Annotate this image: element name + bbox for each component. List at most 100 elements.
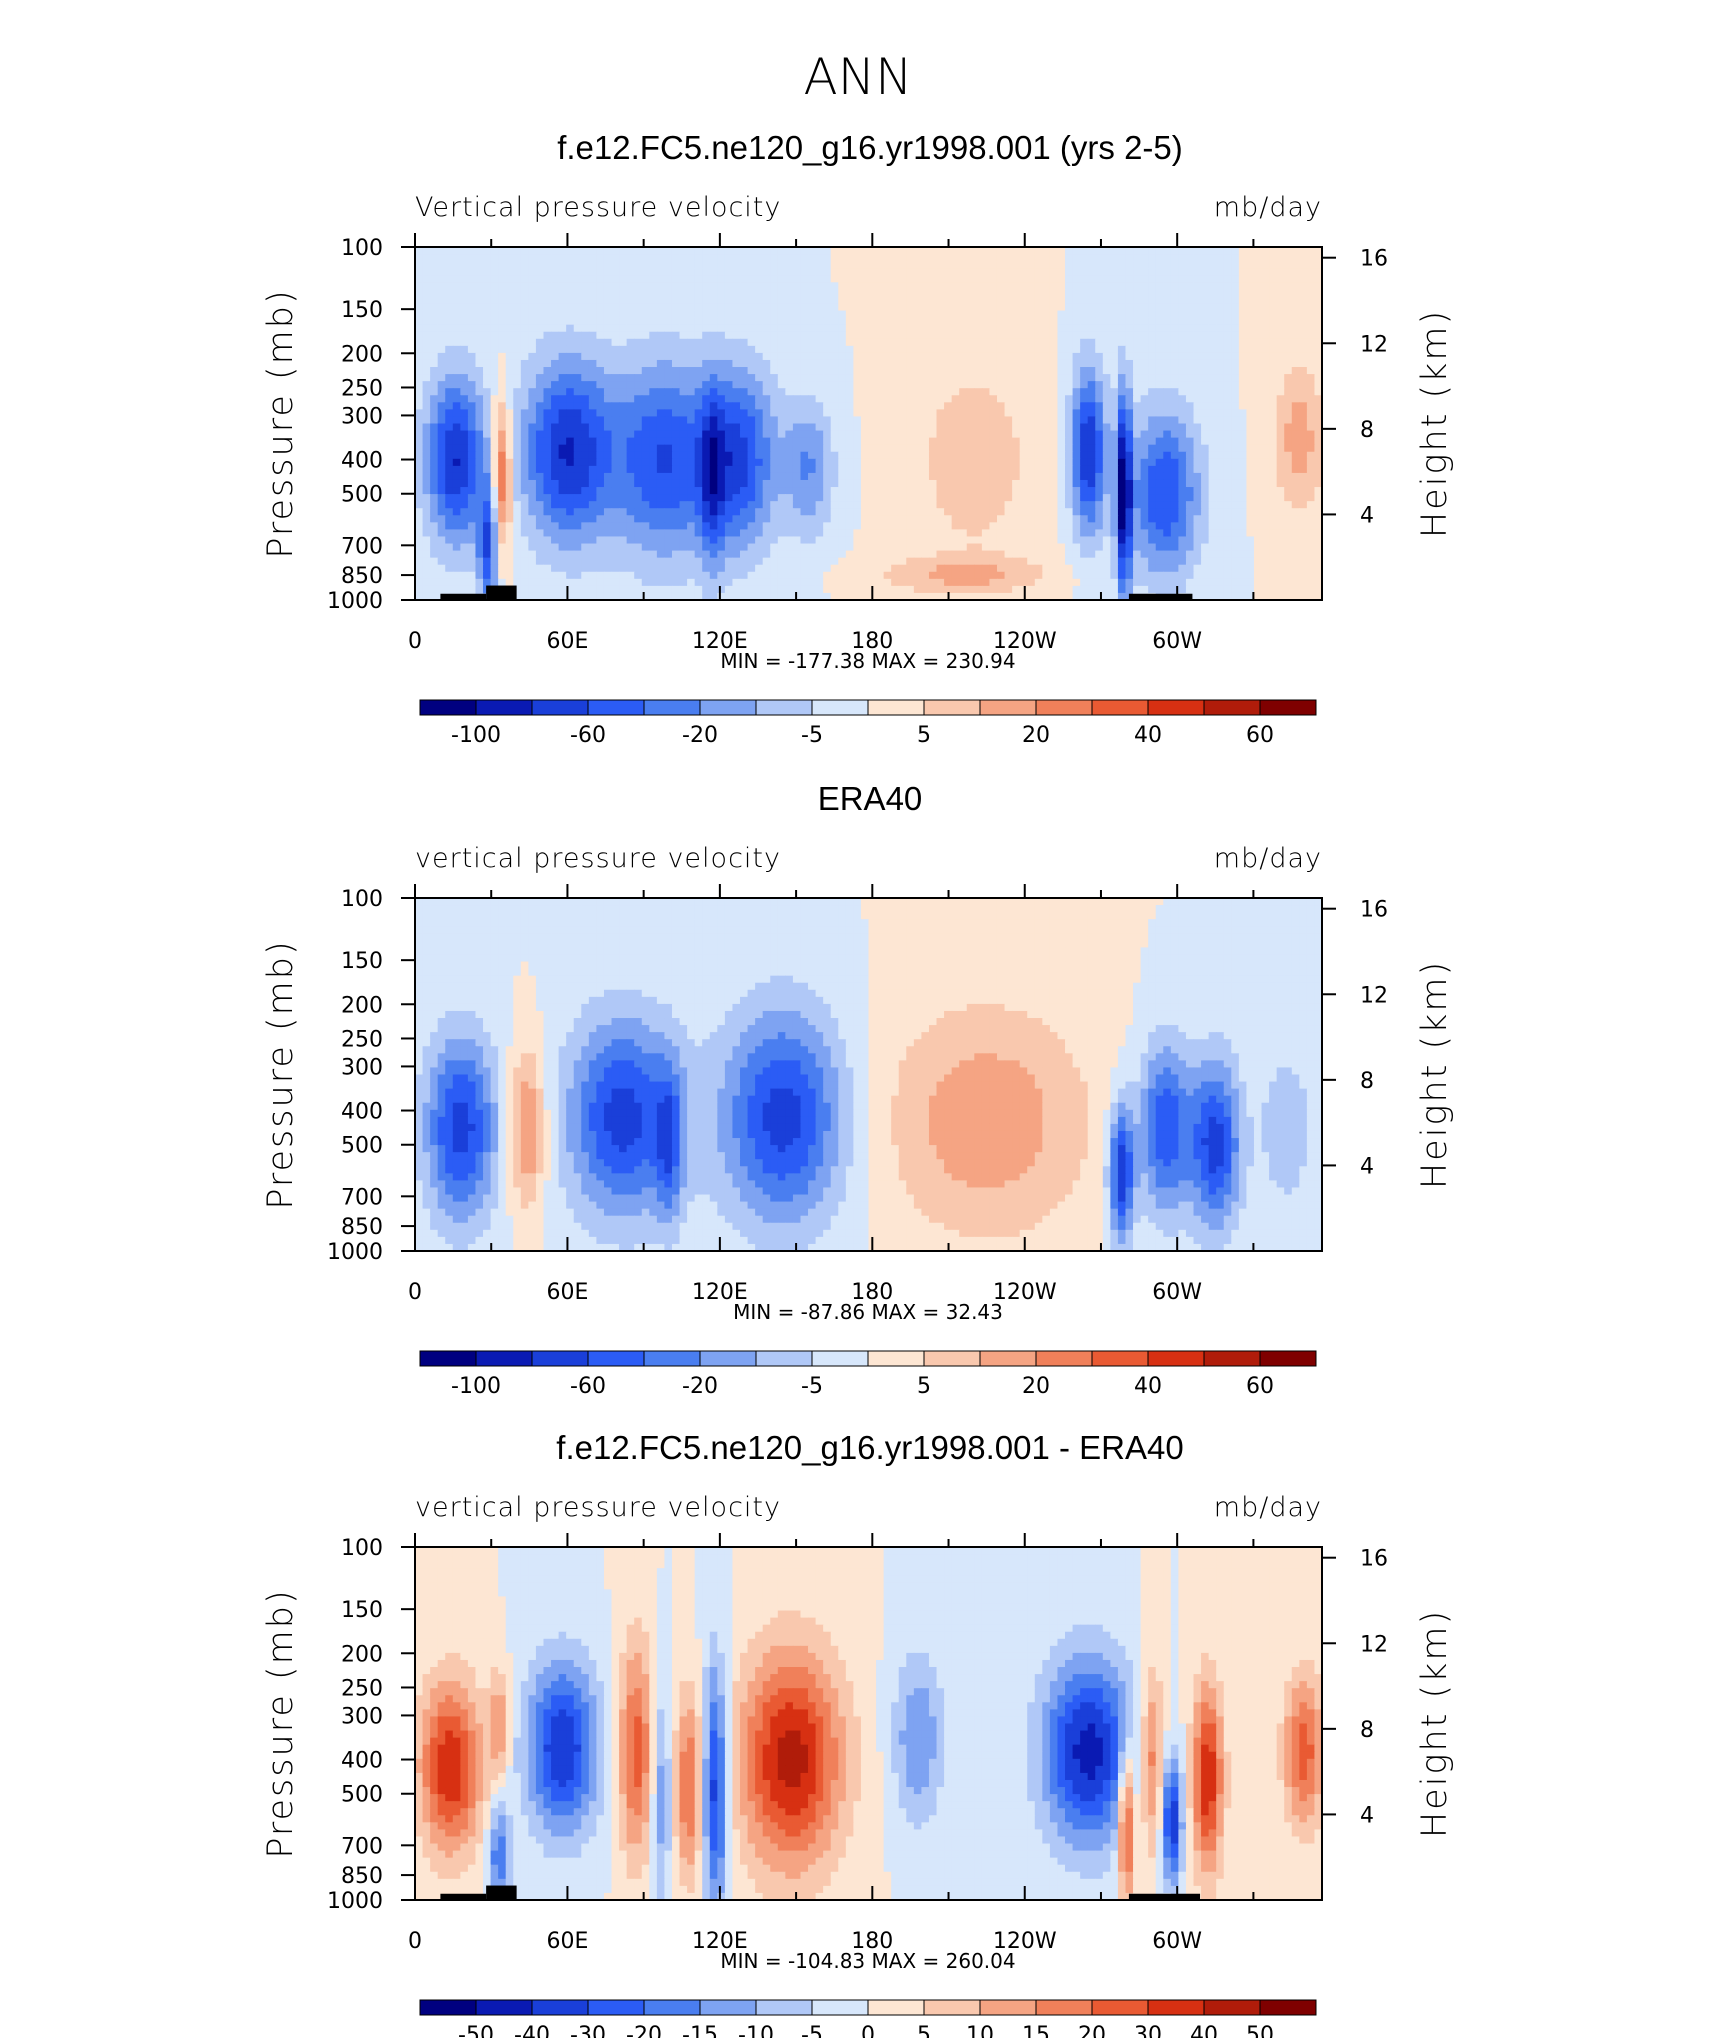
field-cell xyxy=(1223,303,1232,312)
field-cell xyxy=(1238,416,1248,425)
field-cell xyxy=(445,247,454,255)
field-cell xyxy=(566,395,575,403)
field-cell xyxy=(981,282,991,290)
field-cell xyxy=(944,458,953,467)
field-cell xyxy=(422,536,431,545)
field-cell xyxy=(913,388,923,396)
field-cell xyxy=(1299,479,1308,488)
field-cell xyxy=(717,501,726,509)
field-cell xyxy=(762,479,771,488)
field-cell xyxy=(634,310,643,319)
field-cell xyxy=(528,465,537,474)
field-cell xyxy=(483,536,492,545)
field-cell xyxy=(1261,465,1270,474)
field-cell xyxy=(1284,472,1293,481)
field-cell xyxy=(944,282,953,290)
field-cell xyxy=(1133,402,1142,410)
field-cell xyxy=(1253,388,1263,396)
field-cell xyxy=(505,508,514,516)
field-cell xyxy=(762,487,771,495)
field-cell xyxy=(785,522,794,530)
field-cell xyxy=(581,303,590,312)
main-title: ANN xyxy=(803,48,912,106)
field-cell xyxy=(1291,261,1300,269)
field-cell xyxy=(800,331,809,340)
field-cell xyxy=(944,338,953,347)
field-cell xyxy=(853,310,862,319)
field-cell xyxy=(445,310,454,319)
field-cell xyxy=(1080,430,1089,439)
field-cell xyxy=(430,296,439,305)
field-cell xyxy=(513,381,522,389)
field-cell xyxy=(800,247,809,255)
field-cell xyxy=(543,444,552,453)
field-cell xyxy=(1057,388,1066,396)
field-cell xyxy=(732,444,741,453)
field-cell xyxy=(1087,289,1096,298)
field-cell xyxy=(724,317,734,326)
field-cell xyxy=(936,381,945,389)
field-cell xyxy=(1193,494,1202,502)
field-cell xyxy=(1178,352,1187,361)
field-cell xyxy=(1133,254,1142,262)
field-cell xyxy=(777,508,786,516)
field-cell xyxy=(921,367,930,375)
field-cell xyxy=(1299,437,1308,446)
field-cell xyxy=(437,458,446,467)
field-cell xyxy=(1261,324,1270,333)
field-cell xyxy=(1178,296,1187,305)
field-cell xyxy=(513,367,522,375)
field-cell xyxy=(1110,416,1119,425)
field-cell xyxy=(528,402,537,410)
field-cell xyxy=(906,402,915,410)
field-cell xyxy=(755,261,764,269)
field-cell xyxy=(596,444,605,453)
field-cell xyxy=(709,430,718,439)
field-cell xyxy=(838,268,847,276)
field-cell xyxy=(566,282,575,290)
field-cell xyxy=(1087,416,1096,425)
field-cell xyxy=(460,444,469,453)
field-cell xyxy=(702,444,711,453)
field-cell xyxy=(808,345,817,354)
field-cell xyxy=(543,282,552,290)
field-cell xyxy=(951,388,960,396)
field-cell xyxy=(1148,395,1157,403)
field-cell xyxy=(1148,487,1157,495)
field-cell xyxy=(513,310,522,319)
field-cell xyxy=(709,359,718,368)
field-cell xyxy=(981,381,991,389)
field-cell xyxy=(709,487,718,495)
field-cell xyxy=(498,395,507,403)
field-cell xyxy=(913,352,923,361)
field-cell xyxy=(1269,324,1278,333)
field-cell xyxy=(1049,472,1059,481)
field-cell xyxy=(1049,458,1059,467)
field-cell xyxy=(785,508,794,516)
field-cell xyxy=(815,317,824,326)
field-cell xyxy=(1163,275,1172,283)
field-cell xyxy=(543,345,552,354)
field-cell xyxy=(513,522,522,530)
field-cell xyxy=(460,402,469,410)
field-cell xyxy=(634,536,643,545)
field-cell xyxy=(702,508,711,516)
field-cell xyxy=(740,345,749,354)
field-cell xyxy=(513,331,522,340)
field-cell xyxy=(1269,416,1278,425)
field-cell xyxy=(792,515,802,523)
field-cell xyxy=(868,345,877,354)
field-cell xyxy=(898,487,907,495)
field-cell xyxy=(1238,501,1248,509)
field-cell xyxy=(641,254,650,262)
field-cell xyxy=(1238,367,1248,375)
field-cell xyxy=(1034,268,1043,276)
field-cell xyxy=(566,536,575,545)
field-cell xyxy=(1276,515,1285,523)
field-cell xyxy=(860,487,870,495)
field-cell xyxy=(838,451,847,460)
field-cell xyxy=(1125,268,1134,276)
field-cell xyxy=(626,409,635,418)
field-cell xyxy=(551,374,560,382)
field-cell xyxy=(883,451,892,460)
